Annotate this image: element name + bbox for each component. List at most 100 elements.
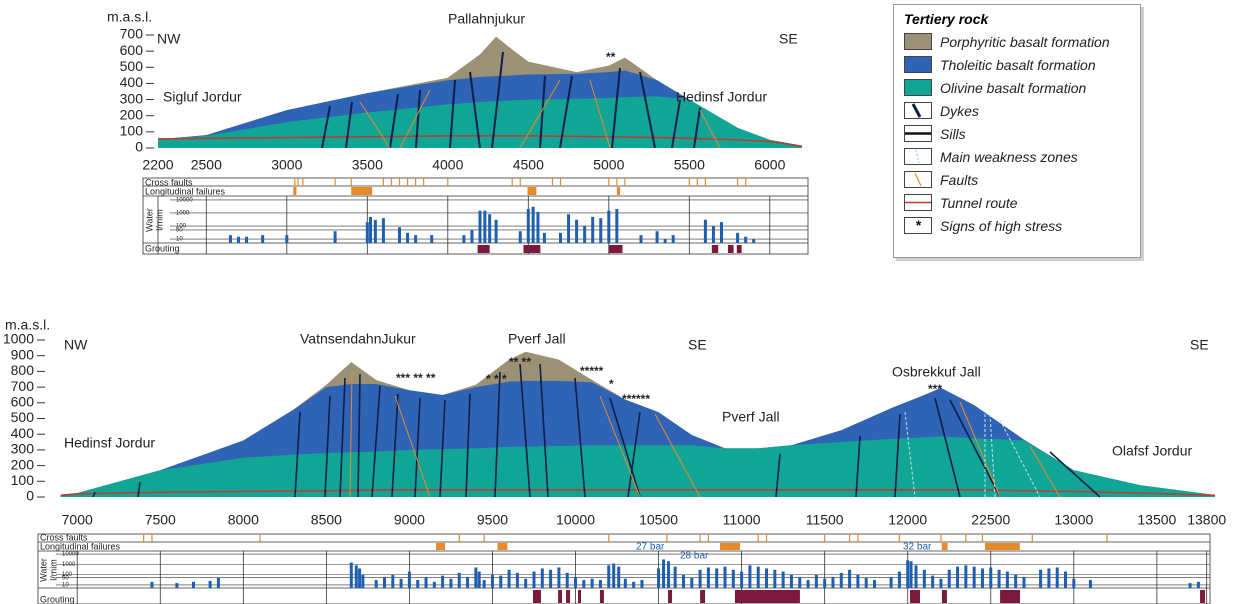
water-bar (536, 212, 539, 243)
water-bar (807, 580, 810, 588)
legend-title: Tertiery rock (904, 11, 1130, 27)
water-bar (527, 209, 530, 243)
longitudinal-failure (351, 187, 372, 195)
water-bar (798, 577, 801, 588)
stress-mark: ****** (622, 392, 650, 406)
row-label: Longitudinal failures (40, 541, 121, 551)
swatch-fill (905, 80, 932, 96)
swatch-fill (905, 57, 932, 73)
y-tick-label: 600 (11, 394, 35, 410)
row-label: Water (38, 558, 48, 582)
water-bar (524, 579, 527, 588)
water-bar (425, 577, 428, 588)
y-tick-label: 700 (11, 378, 35, 394)
water-bar (782, 572, 785, 588)
water-bar (383, 577, 386, 588)
place-label: Osbrekkuf Jall (892, 364, 981, 380)
strip-frame (38, 534, 1210, 604)
water-bar (508, 570, 511, 588)
water-bar (748, 565, 751, 588)
longitudinal-failure (497, 543, 507, 550)
legend-item: Main weakness zones (904, 145, 1130, 168)
water-bar (334, 231, 337, 243)
water-bar (355, 565, 358, 588)
water-bar (873, 580, 876, 588)
legend-swatch (904, 148, 932, 165)
water-bar (519, 231, 522, 243)
water-bar (707, 567, 710, 588)
water-bar (672, 235, 675, 243)
water-bar (416, 580, 419, 588)
y-tick-label: 600 (120, 42, 144, 58)
water-bar (382, 218, 385, 243)
water-bar (478, 572, 481, 588)
water-bar (374, 220, 377, 243)
pressure-label: 32 bar (903, 542, 932, 553)
water-bar (607, 565, 610, 588)
water-tick-label: 10000 (176, 198, 193, 204)
legend-label: Main weakness zones (940, 149, 1078, 165)
water-bar (704, 220, 707, 243)
water-bar (964, 565, 967, 588)
x-tick-label: 22500 (971, 512, 1010, 528)
x-tick-label: 7500 (145, 512, 176, 528)
water-bar (449, 579, 452, 588)
legend-swatch (904, 56, 932, 73)
place-label: SE (779, 31, 798, 47)
longitudinal-failure (942, 543, 948, 550)
water-bar (898, 572, 901, 588)
water-bar (1006, 572, 1009, 588)
water-bar (906, 560, 909, 588)
water-bar (391, 575, 394, 588)
water-bar (474, 567, 477, 588)
water-bar (599, 580, 602, 588)
legend-item: Sills (904, 122, 1130, 145)
water-bar (615, 209, 618, 243)
water-bar (765, 568, 768, 588)
legend-label: Faults (940, 172, 978, 188)
water-bar (840, 573, 843, 588)
place-label: NW (64, 337, 88, 353)
water-bar (736, 233, 739, 243)
legend: Tertiery rock Porphyritic basalt formati… (893, 4, 1141, 258)
water-bar (674, 567, 677, 588)
water-tick-label: 100 (176, 224, 187, 230)
x-tick-label: 2200 (142, 157, 173, 173)
place-label: VatnsendahnJukur (300, 331, 416, 347)
water-bar (752, 239, 755, 243)
water-bar (466, 577, 469, 588)
swatch-frame (905, 149, 932, 165)
y-tick-label: 700 (120, 26, 144, 42)
water-bar (657, 568, 660, 588)
water-bar (488, 214, 491, 243)
water-bar (1022, 577, 1025, 588)
water-bar (656, 231, 659, 243)
row-label: l/mim (48, 559, 58, 581)
water-bar (607, 211, 610, 243)
grouting (609, 245, 623, 253)
water-bar (617, 567, 620, 588)
x-tick-label: 4000 (432, 157, 463, 173)
legend-label: Dykes (940, 103, 979, 119)
water-bar (667, 561, 670, 588)
water-bar (790, 575, 793, 588)
water-tick-label: 10000 (62, 552, 79, 558)
y-axis-label: m.a.s.l. (5, 317, 50, 333)
water-bar (664, 239, 667, 243)
y-tick-label: 500 (120, 58, 144, 74)
legend-swatch (904, 194, 932, 211)
x-tick-label: 13800 (1187, 512, 1226, 528)
x-tick-label: 5000 (593, 157, 624, 173)
water-bar (433, 582, 436, 588)
legend-item: *Signs of high stress (904, 214, 1130, 237)
water-bar (261, 235, 264, 243)
water-bar (1064, 572, 1067, 588)
y-tick-label: 400 (120, 74, 144, 90)
water-bar (408, 572, 411, 588)
place-label: Pverf Jall (722, 409, 780, 425)
x-tick-label: 13500 (1137, 512, 1176, 528)
legend-swatch: * (904, 217, 932, 234)
water-bar (1056, 567, 1059, 588)
x-tick-label: 10500 (639, 512, 678, 528)
x-tick-label: 5500 (674, 157, 705, 173)
